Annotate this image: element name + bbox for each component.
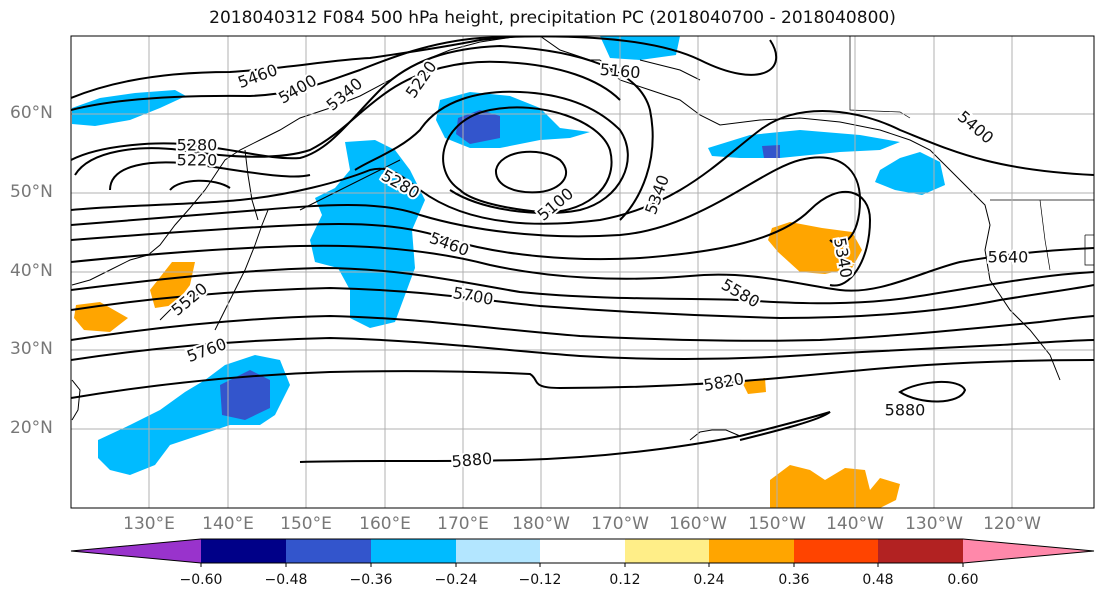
height-contours [71, 36, 1094, 463]
colorbar-segment [71, 539, 201, 563]
colorbar-tick-label: 0.48 [862, 572, 894, 588]
contour-label: 5220 [177, 151, 218, 170]
colorbar-segment [878, 539, 963, 563]
colorbar-tick-label: 0.24 [693, 572, 725, 588]
contour-label: 5820 [702, 369, 745, 395]
contour-label: 5100 [534, 184, 577, 225]
colorbar-segment [286, 539, 371, 563]
longitude-label: 140°E [202, 514, 254, 534]
colorbar-segment [625, 539, 709, 563]
longitude-label: 160°E [359, 514, 411, 534]
longitude-label: 130°W [905, 514, 963, 534]
colorbar-segment [456, 539, 540, 563]
contour-label: 5160 [599, 60, 641, 82]
colorbar-tick-label: 0.36 [778, 572, 810, 588]
contour-label: 5640 [988, 248, 1029, 267]
contour-label: 5400 [275, 71, 320, 108]
latitude-label: 60°N [10, 103, 53, 123]
latitude-label: 50°N [10, 182, 53, 202]
longitude-label: 140°W [826, 514, 884, 534]
contour-label: 5880 [885, 401, 926, 420]
longitude-label: 120°W [983, 514, 1041, 534]
map-title: 2018040312 F084 500 hPa height, precipit… [209, 8, 896, 28]
contour-label: 5460 [235, 60, 280, 92]
colorbar-segment [540, 539, 625, 563]
colorbar-tick-label: −0.48 [264, 572, 308, 588]
colorbar-segment [371, 539, 456, 563]
colorbar-tick-label: −0.36 [349, 572, 393, 588]
colorbar-tick-label: −0.12 [518, 572, 562, 588]
plot-frame [70, 35, 1095, 509]
longitude-label: 170°W [591, 514, 649, 534]
latitude-label: 30°N [10, 339, 53, 359]
latitude-label: 40°N [10, 261, 53, 281]
colorbar-segment [709, 539, 794, 563]
colorbar-segment [963, 539, 1094, 563]
colorbar [70, 538, 1095, 567]
longitude-label: 170°E [437, 514, 489, 534]
contour-label: 5280 [177, 136, 218, 155]
longitude-label: 180°W [512, 514, 570, 534]
contour-label: 5880 [451, 449, 493, 471]
precipitation-shading [72, 36, 945, 508]
colorbar-segment [794, 539, 878, 563]
longitude-label: 150°E [280, 514, 332, 534]
longitude-label: 150°W [748, 514, 806, 534]
graticule [71, 36, 1094, 508]
contour-label: 5400 [954, 107, 997, 148]
longitude-label: 130°E [123, 514, 175, 534]
borders [849, 36, 1094, 271]
colorbar-tick-label: 0.60 [947, 572, 979, 588]
colorbar-tick-label: 0.12 [609, 572, 641, 588]
longitude-label: 160°W [669, 514, 727, 534]
contour-label: 5580 [718, 275, 763, 312]
colorbar-tick-label: −0.24 [434, 572, 478, 588]
colorbar-tick-label: −0.60 [179, 572, 223, 588]
latitude-label: 20°N [10, 418, 53, 438]
contour-label: 5760 [184, 334, 229, 366]
colorbar-segment [201, 539, 286, 563]
